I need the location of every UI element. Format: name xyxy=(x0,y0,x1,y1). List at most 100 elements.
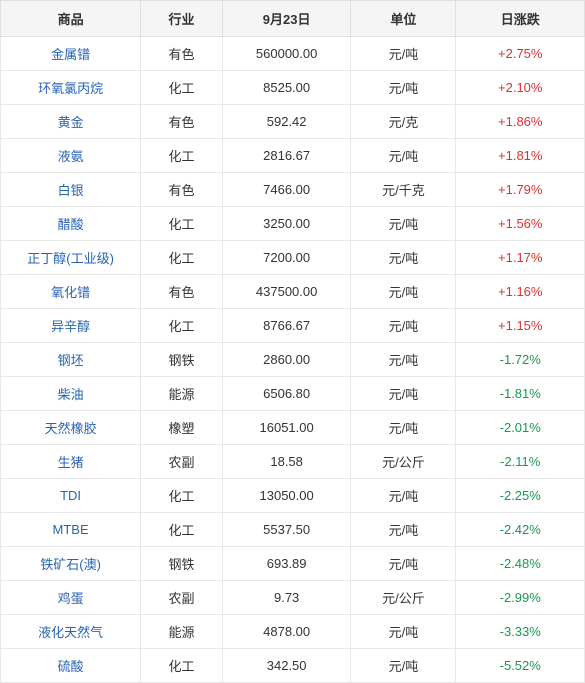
cell-change: -1.81% xyxy=(456,377,585,411)
cell-unit: 元/吨 xyxy=(351,207,456,241)
cell-price: 8766.67 xyxy=(222,309,350,343)
cell-unit: 元/吨 xyxy=(351,649,456,683)
cell-change: +1.17% xyxy=(456,241,585,275)
cell-change: +2.75% xyxy=(456,37,585,71)
table-row: 钢坯钢铁2860.00元/吨-1.72% xyxy=(1,343,585,377)
table-row: 天然橡胶橡塑16051.00元/吨-2.01% xyxy=(1,411,585,445)
cell-industry: 能源 xyxy=(141,615,223,649)
cell-unit: 元/吨 xyxy=(351,275,456,309)
cell-product[interactable]: MTBE xyxy=(1,513,141,547)
cell-product[interactable]: 柴油 xyxy=(1,377,141,411)
cell-change: -2.99% xyxy=(456,581,585,615)
cell-change: +1.56% xyxy=(456,207,585,241)
cell-price: 560000.00 xyxy=(222,37,350,71)
col-unit: 单位 xyxy=(351,1,456,37)
col-price: 9月23日 xyxy=(222,1,350,37)
cell-change: -2.01% xyxy=(456,411,585,445)
cell-price: 7200.00 xyxy=(222,241,350,275)
table-row: 柴油能源6506.80元/吨-1.81% xyxy=(1,377,585,411)
cell-product[interactable]: 异辛醇 xyxy=(1,309,141,343)
cell-product[interactable]: 醋酸 xyxy=(1,207,141,241)
cell-product[interactable]: 铁矿石(澳) xyxy=(1,547,141,581)
cell-change: +1.81% xyxy=(456,139,585,173)
cell-change: -5.52% xyxy=(456,649,585,683)
cell-product[interactable]: 白银 xyxy=(1,173,141,207)
cell-product[interactable]: 液化天然气 xyxy=(1,615,141,649)
cell-price: 3250.00 xyxy=(222,207,350,241)
cell-industry: 农副 xyxy=(141,445,223,479)
cell-change: +1.79% xyxy=(456,173,585,207)
cell-price: 4878.00 xyxy=(222,615,350,649)
table-row: 金属镨有色560000.00元/吨+2.75% xyxy=(1,37,585,71)
cell-product[interactable]: 硫酸 xyxy=(1,649,141,683)
cell-industry: 化工 xyxy=(141,513,223,547)
col-industry: 行业 xyxy=(141,1,223,37)
table-row: 氧化镨有色437500.00元/吨+1.16% xyxy=(1,275,585,309)
cell-unit: 元/吨 xyxy=(351,479,456,513)
cell-unit: 元/吨 xyxy=(351,71,456,105)
cell-industry: 有色 xyxy=(141,173,223,207)
cell-product[interactable]: 生猪 xyxy=(1,445,141,479)
cell-product[interactable]: 正丁醇(工业级) xyxy=(1,241,141,275)
cell-unit: 元/吨 xyxy=(351,309,456,343)
cell-product[interactable]: 环氧氯丙烷 xyxy=(1,71,141,105)
cell-price: 16051.00 xyxy=(222,411,350,445)
cell-change: -2.11% xyxy=(456,445,585,479)
cell-product[interactable]: 液氨 xyxy=(1,139,141,173)
cell-change: +1.16% xyxy=(456,275,585,309)
cell-unit: 元/吨 xyxy=(351,411,456,445)
cell-product[interactable]: 鸡蛋 xyxy=(1,581,141,615)
cell-unit: 元/吨 xyxy=(351,241,456,275)
cell-change: +2.10% xyxy=(456,71,585,105)
cell-industry: 化工 xyxy=(141,309,223,343)
cell-unit: 元/公斤 xyxy=(351,445,456,479)
cell-price: 9.73 xyxy=(222,581,350,615)
commodity-table: 商品 行业 9月23日 单位 日涨跌 金属镨有色560000.00元/吨+2.7… xyxy=(0,0,585,683)
cell-industry: 化工 xyxy=(141,649,223,683)
cell-price: 6506.80 xyxy=(222,377,350,411)
cell-industry: 橡塑 xyxy=(141,411,223,445)
cell-product[interactable]: TDI xyxy=(1,479,141,513)
table-row: 黄金有色592.42元/克+1.86% xyxy=(1,105,585,139)
cell-industry: 有色 xyxy=(141,37,223,71)
table-row: MTBE化工5537.50元/吨-2.42% xyxy=(1,513,585,547)
cell-price: 7466.00 xyxy=(222,173,350,207)
cell-unit: 元/吨 xyxy=(351,343,456,377)
cell-price: 693.89 xyxy=(222,547,350,581)
table-row: 鸡蛋农副9.73元/公斤-2.99% xyxy=(1,581,585,615)
cell-change: +1.15% xyxy=(456,309,585,343)
cell-price: 2816.67 xyxy=(222,139,350,173)
cell-unit: 元/吨 xyxy=(351,513,456,547)
cell-change: +1.86% xyxy=(456,105,585,139)
table-row: 液化天然气能源4878.00元/吨-3.33% xyxy=(1,615,585,649)
cell-change: -1.72% xyxy=(456,343,585,377)
cell-price: 13050.00 xyxy=(222,479,350,513)
cell-unit: 元/吨 xyxy=(351,547,456,581)
cell-product[interactable]: 氧化镨 xyxy=(1,275,141,309)
cell-change: -2.48% xyxy=(456,547,585,581)
cell-product[interactable]: 金属镨 xyxy=(1,37,141,71)
table-row: 液氨化工2816.67元/吨+1.81% xyxy=(1,139,585,173)
cell-unit: 元/吨 xyxy=(351,615,456,649)
cell-price: 437500.00 xyxy=(222,275,350,309)
cell-industry: 化工 xyxy=(141,71,223,105)
cell-unit: 元/吨 xyxy=(351,37,456,71)
cell-product[interactable]: 天然橡胶 xyxy=(1,411,141,445)
cell-product[interactable]: 黄金 xyxy=(1,105,141,139)
cell-price: 2860.00 xyxy=(222,343,350,377)
col-change: 日涨跌 xyxy=(456,1,585,37)
cell-industry: 化工 xyxy=(141,479,223,513)
table-row: 正丁醇(工业级)化工7200.00元/吨+1.17% xyxy=(1,241,585,275)
cell-industry: 化工 xyxy=(141,139,223,173)
table-row: 生猪农副18.58元/公斤-2.11% xyxy=(1,445,585,479)
table-row: 异辛醇化工8766.67元/吨+1.15% xyxy=(1,309,585,343)
table-row: 白银有色7466.00元/千克+1.79% xyxy=(1,173,585,207)
cell-unit: 元/公斤 xyxy=(351,581,456,615)
cell-product[interactable]: 钢坯 xyxy=(1,343,141,377)
cell-change: -3.33% xyxy=(456,615,585,649)
cell-price: 5537.50 xyxy=(222,513,350,547)
cell-price: 8525.00 xyxy=(222,71,350,105)
cell-price: 18.58 xyxy=(222,445,350,479)
table-row: TDI化工13050.00元/吨-2.25% xyxy=(1,479,585,513)
cell-price: 342.50 xyxy=(222,649,350,683)
